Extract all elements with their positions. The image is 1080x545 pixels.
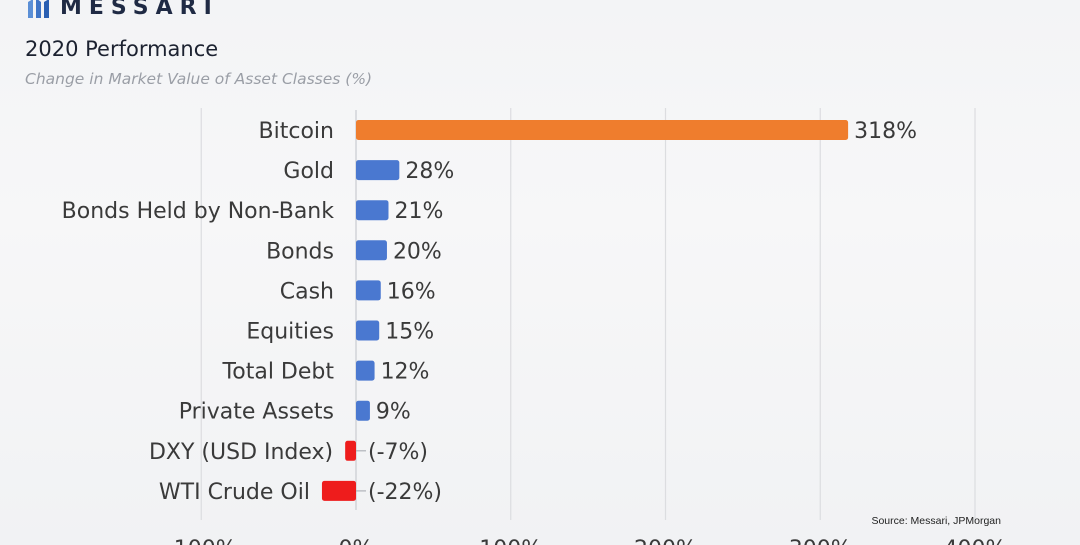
brand-name: MESSARI xyxy=(60,0,219,20)
data-label: 21% xyxy=(394,199,443,224)
messari-logo-icon xyxy=(28,0,49,18)
x-tick-label: 100% xyxy=(479,537,542,545)
x-tick-label: 200% xyxy=(634,537,697,545)
bar xyxy=(356,240,387,261)
data-label: 12% xyxy=(381,360,430,385)
messari-logo: MESSARI xyxy=(28,0,219,22)
data-label: 20% xyxy=(393,239,442,264)
category-label: DXY (USD Index) xyxy=(149,440,333,465)
x-tick-label: 400% xyxy=(944,537,1007,545)
data-label: (-22%) xyxy=(368,480,442,505)
data-label: 9% xyxy=(376,400,411,425)
bar xyxy=(321,480,356,501)
chart-title: 2020 Performance xyxy=(25,37,219,61)
x-tick-label: -100% xyxy=(166,537,237,545)
category-label: Cash xyxy=(280,279,334,304)
data-label: 15% xyxy=(385,320,434,345)
source-note: Source: Messari, JPMorgan xyxy=(871,515,1001,527)
bar xyxy=(356,200,389,221)
category-label: Bonds xyxy=(266,239,334,264)
x-tick-label: 0% xyxy=(339,537,374,545)
x-tick-label: 300% xyxy=(789,537,852,545)
bar xyxy=(356,360,375,381)
data-label: 318% xyxy=(854,119,917,144)
chart-subtitle: Change in Market Value of Asset Classes … xyxy=(25,70,373,88)
category-label: WTI Crude Oil xyxy=(159,480,310,505)
bar xyxy=(356,320,380,341)
bar xyxy=(356,280,381,301)
category-label: Private Assets xyxy=(179,400,334,425)
data-label: (-7%) xyxy=(368,440,428,465)
category-label: Equities xyxy=(246,320,334,345)
category-label: Total Debt xyxy=(222,360,335,385)
data-label: 16% xyxy=(387,279,436,304)
bar xyxy=(356,400,370,421)
data-label: 28% xyxy=(405,159,454,184)
bar xyxy=(356,160,400,181)
category-label: Gold xyxy=(283,159,334,184)
category-label: Bitcoin xyxy=(259,119,334,144)
bar xyxy=(356,120,849,140)
category-label: Bonds Held by Non-Bank xyxy=(62,199,335,224)
bar xyxy=(345,440,356,461)
